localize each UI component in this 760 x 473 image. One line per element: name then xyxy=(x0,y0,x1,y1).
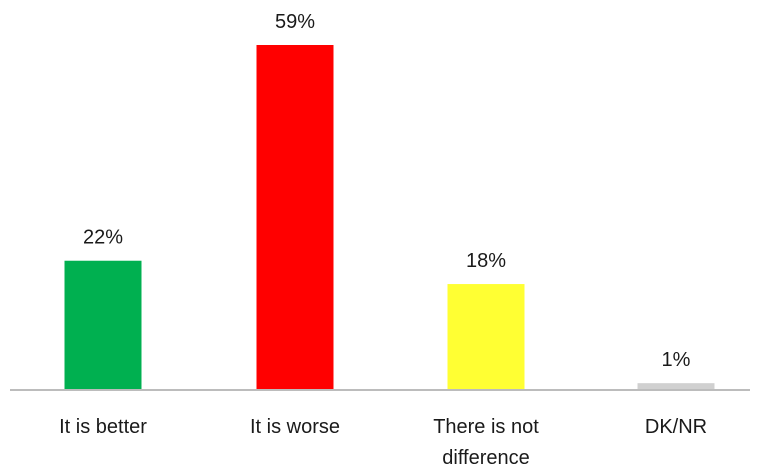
bar-1 xyxy=(256,45,334,389)
value-label-0: 22% xyxy=(83,227,123,249)
value-label-1: 59% xyxy=(275,11,315,33)
value-label-2: 18% xyxy=(466,250,506,272)
category-label-2-line-1: difference xyxy=(442,447,529,469)
value-label-3: 1% xyxy=(662,349,691,371)
category-label-3: DK/NR xyxy=(645,416,707,438)
category-label-2-line-0: There is not xyxy=(433,416,539,438)
category-label-1: It is worse xyxy=(250,416,340,438)
category-label-0: It is better xyxy=(59,416,147,438)
bar-3 xyxy=(637,383,715,389)
bar-0 xyxy=(64,260,142,389)
bar-2 xyxy=(447,284,525,389)
